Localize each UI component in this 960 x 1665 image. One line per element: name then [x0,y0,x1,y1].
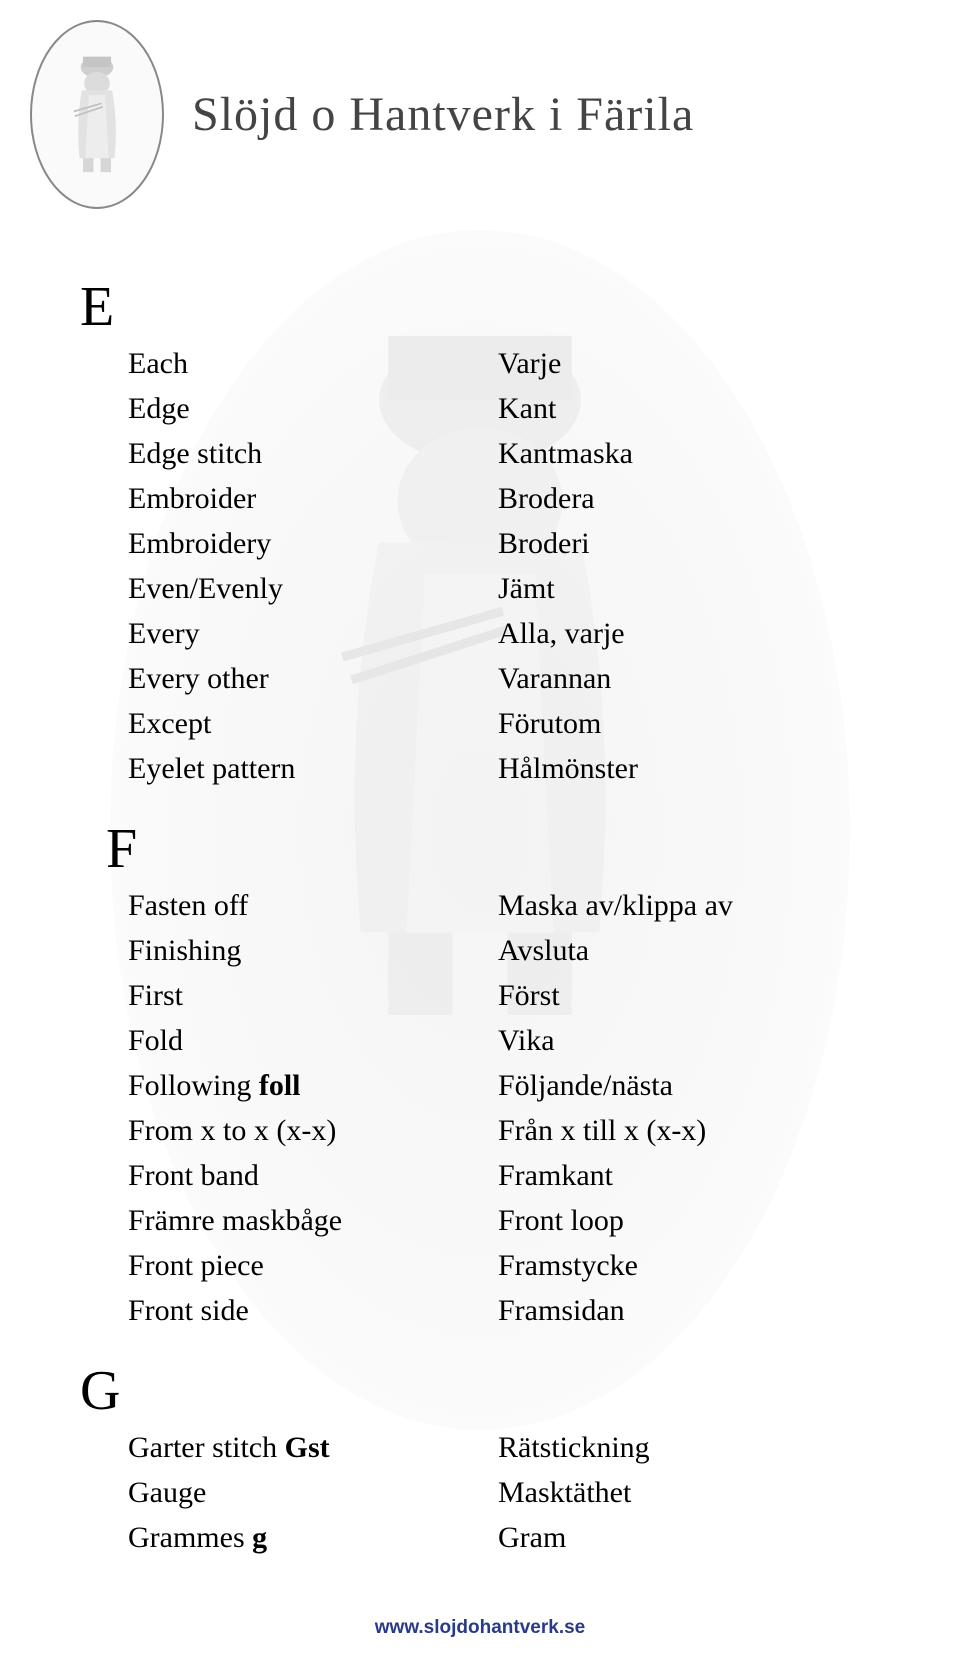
term-sv: Brodera [498,476,595,521]
term-en: Front piece [128,1243,498,1288]
glossary-row: Even/EvenlyJämt [80,566,960,611]
glossary-row: Front pieceFramstycke [80,1243,960,1288]
brand-title: Slöjd o Hantverk i Färila [192,87,694,142]
term-sv: Förutom [498,701,601,746]
term-en: Finishing [128,928,498,973]
term-sv: Avsluta [498,928,589,973]
term-en-plain: Grammes [128,1521,252,1554]
term-en: Every [128,611,498,656]
glossary-row: Following follFöljande/nästa [80,1063,960,1108]
term-sv: Varannan [498,656,611,701]
term-en: Eyelet pattern [128,746,498,791]
term-en-bold: Gst [285,1431,330,1464]
term-sv: Från x till x (x-x) [498,1108,706,1153]
glossary-row: Främre maskbågeFront loop [80,1198,960,1243]
glossary-row: Front sideFramsidan [80,1288,960,1333]
term-sv: Broderi [498,521,590,566]
term-en: Front side [128,1288,498,1333]
term-sv: Hålmönster [498,746,638,791]
term-en: Except [128,701,498,746]
glossary-row: ExceptFörutom [80,701,960,746]
term-sv: Framkant [498,1153,613,1198]
term-en: Embroidery [128,521,498,566]
term-sv: Framstycke [498,1243,638,1288]
glossary-row: Garter stitch GstRätstickning [80,1425,960,1470]
glossary-row: Front bandFramkant [80,1153,960,1198]
term-en: Garter stitch Gst [128,1425,498,1470]
term-en: Fasten off [128,883,498,928]
term-en-bold: foll [259,1069,301,1102]
term-sv: Masktäthet [498,1470,631,1515]
term-sv: Först [498,973,560,1018]
term-en-plain: Garter stitch [128,1431,285,1464]
term-sv: Alla, varje [498,611,625,656]
term-en: Every other [128,656,498,701]
glossary-row: Every otherVarannan [80,656,960,701]
section-heading-g: G [80,1363,960,1419]
glossary-row: Eyelet patternHålmönster [80,746,960,791]
term-en: Edge stitch [128,431,498,476]
page-header: Slöjd o Hantverk i Färila [0,0,960,209]
term-sv: Kant [498,386,556,431]
term-en: Fold [128,1018,498,1063]
glossary-row: From x to x (x-x)Från x till x (x-x) [80,1108,960,1153]
glossary-row: FirstFörst [80,973,960,1018]
term-en: Gauge [128,1470,498,1515]
term-en: Front band [128,1153,498,1198]
glossary-row: Grammes gGram [80,1515,960,1560]
term-en-plain: Following [128,1069,259,1102]
term-en: Each [128,341,498,386]
glossary-row: FinishingAvsluta [80,928,960,973]
glossary-row: EachVarje [80,341,960,386]
term-en: Främre maskbåge [128,1198,498,1243]
term-sv: Vika [498,1018,555,1063]
term-en: First [128,973,498,1018]
term-en-bold: g [252,1521,267,1554]
term-en: Even/Evenly [128,566,498,611]
section-heading-f: F [80,821,960,877]
term-en: Embroider [128,476,498,521]
term-sv: Rätstickning [498,1425,650,1470]
glossary-row: EmbroiderBrodera [80,476,960,521]
term-en: Grammes g [128,1515,498,1560]
glossary-row: Fasten offMaska av/klippa av [80,883,960,928]
glossary-content: E EachVarje EdgeKant Edge stitchKantmask… [0,209,960,1560]
term-sv: Kantmaska [498,431,633,476]
logo-figure-icon [62,50,132,180]
glossary-row: FoldVika [80,1018,960,1063]
section-heading-e: E [80,279,960,335]
glossary-row: EmbroideryBroderi [80,521,960,566]
term-en: From x to x (x-x) [128,1108,498,1153]
glossary-row: GaugeMasktäthet [80,1470,960,1515]
footer-url[interactable]: www.slojdohantverk.se [0,1617,960,1639]
logo-oval [30,20,164,209]
glossary-row: Edge stitchKantmaska [80,431,960,476]
term-sv: Varje [498,341,561,386]
term-en: Following foll [128,1063,498,1108]
term-sv: Gram [498,1515,566,1560]
term-sv: Front loop [498,1198,624,1243]
term-en: Edge [128,386,498,431]
term-sv: Maska av/klippa av [498,883,733,928]
term-sv: Framsidan [498,1288,625,1333]
term-sv: Jämt [498,566,555,611]
glossary-row: EdgeKant [80,386,960,431]
term-sv: Följande/nästa [498,1063,673,1108]
glossary-row: EveryAlla, varje [80,611,960,656]
